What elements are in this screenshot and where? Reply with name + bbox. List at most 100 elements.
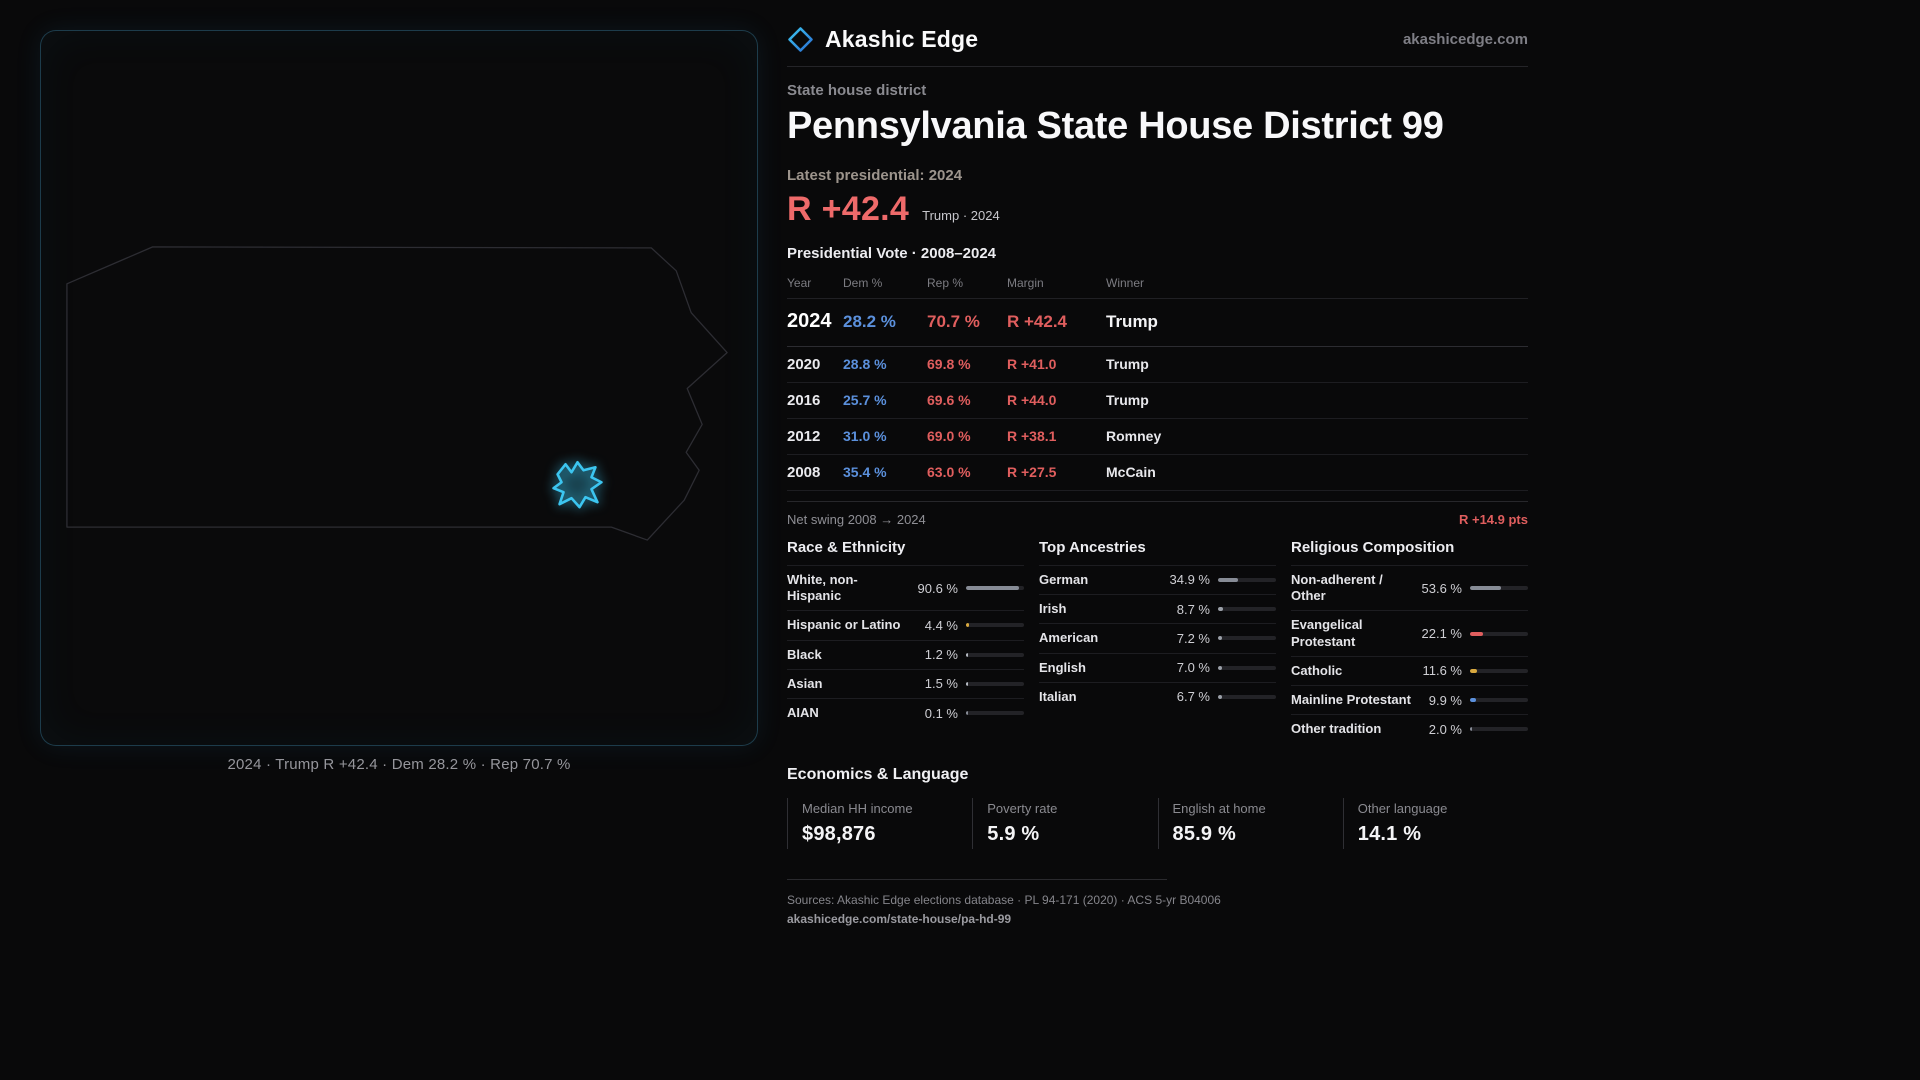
headline-margin-value: R +42.4 — [787, 189, 910, 228]
brand-header: Akashic Edge akashicedge.com — [787, 26, 1528, 53]
cell-winner: Trump — [1106, 311, 1158, 331]
item-bar-fill — [966, 711, 968, 716]
cell-winner: Trump — [1106, 355, 1149, 372]
cell-dem: 28.8 % — [843, 355, 887, 372]
stat-value: 14.1 % — [1357, 822, 1422, 845]
brand-domain-link[interactable]: akashicedge.com — [1402, 31, 1528, 48]
footer-divider — [787, 878, 1167, 880]
net-swing-value: R +14.9 pts — [1458, 511, 1528, 527]
item-bar-track — [966, 623, 1024, 628]
table-row: 2024 28.2 % 70.7 % R +42.4 Trump — [787, 299, 1528, 347]
kicker-label: State house district — [787, 82, 927, 99]
column-header: Rep % — [927, 275, 964, 290]
stat-block: Other language 14.1 % — [1342, 797, 1528, 849]
item-value: 2.0 % — [1428, 721, 1462, 737]
headline-margin-row: R +42.4 Trump · 2024 — [787, 190, 1528, 229]
column-header: Margin — [1007, 275, 1044, 290]
item-bar-fill — [966, 681, 968, 686]
list-item: Evangelical Protestant 22.1 % — [1291, 610, 1528, 656]
list-item: Asian 1.5 % — [787, 668, 1024, 698]
map-caption: 2024 · Trump R +42.4 · Dem 28.2 % · Rep … — [227, 756, 571, 773]
stat-value: 5.9 % — [987, 822, 1040, 845]
item-bar-fill — [1470, 727, 1472, 732]
item-label: Other tradition — [1291, 721, 1382, 737]
item-value: 9.9 % — [1428, 692, 1462, 708]
item-bar-track — [1218, 607, 1276, 612]
cell-rep: 70.7 % — [927, 311, 980, 331]
stat-label: Median HH income — [802, 800, 913, 816]
stat-value: 85.9 % — [1172, 822, 1236, 845]
item-label: English — [1039, 659, 1086, 675]
cell-dem: 31.0 % — [843, 427, 887, 444]
stat-label: Poverty rate — [987, 800, 1058, 816]
item-value: 34.9 % — [1169, 572, 1210, 588]
item-value: 1.2 % — [924, 647, 958, 663]
list-item: AIAN 0.1 % — [787, 698, 1024, 727]
cell-dem: 25.7 % — [843, 391, 887, 408]
list-item: Black 1.2 % — [787, 639, 1024, 669]
column-header: Dem % — [843, 275, 883, 290]
net-swing-label: Net swing 2008 → 2024 — [787, 511, 926, 527]
section-title: Race & Ethnicity — [787, 538, 906, 556]
item-bar-track — [1218, 577, 1276, 582]
item-bar-fill — [1218, 665, 1223, 670]
table-row: 2012 31.0 % 69.0 % R +38.1 Romney — [787, 419, 1528, 455]
item-value: 6.7 % — [1176, 689, 1210, 705]
vote-table: Year Dem % Rep % Margin Winner 2024 28.2… — [787, 270, 1528, 491]
item-bar-track — [1470, 698, 1528, 703]
item-bar-fill — [1470, 698, 1476, 703]
cell-year: 2016 — [787, 391, 821, 409]
item-label: Catholic — [1291, 662, 1343, 678]
stat-block: Median HH income $98,876 — [787, 797, 972, 849]
item-bar-fill — [1218, 607, 1224, 612]
table-row: 2020 28.8 % 69.8 % R +41.0 Trump — [787, 347, 1528, 383]
stat-label: English at home — [1172, 800, 1266, 816]
list-item: Mainline Protestant 9.9 % — [1291, 685, 1528, 714]
list-item: Irish 8.7 % — [1039, 594, 1276, 623]
item-bar-track — [1218, 665, 1276, 670]
item-bar-track — [966, 586, 1024, 591]
item-label: Non-adherent / Other — [1291, 571, 1383, 604]
stat-block: Poverty rate 5.9 % — [972, 797, 1157, 849]
item-bar-fill — [966, 586, 1019, 591]
cell-dem: 35.4 % — [843, 463, 887, 480]
item-label: Irish — [1039, 601, 1067, 617]
cell-dem: 28.2 % — [843, 311, 896, 331]
list-item: Catholic 11.6 % — [1291, 655, 1528, 685]
section-title: Religious Composition — [1291, 538, 1455, 556]
list-item: English 7.0 % — [1039, 652, 1276, 682]
brand-logo-diamond-icon — [788, 27, 813, 52]
column-header: Year — [787, 275, 812, 290]
item-label: Mainline Protestant — [1291, 692, 1411, 708]
cell-rep: 69.8 % — [927, 355, 971, 372]
item-bar-track — [1470, 727, 1528, 732]
item-label: American — [1039, 630, 1099, 646]
item-value: 8.7 % — [1176, 601, 1210, 617]
stat-value: $98,876 — [802, 822, 876, 845]
item-bar-track — [1218, 694, 1276, 699]
header-divider — [787, 66, 1528, 67]
district-99-highlight[interactable] — [552, 460, 603, 509]
list-item: Italian 6.7 % — [1039, 681, 1276, 711]
cell-margin: R +44.0 — [1007, 391, 1057, 408]
vote-table-title: Presidential Vote · 2008–2024 — [787, 244, 997, 262]
cell-rep: 63.0 % — [927, 463, 971, 480]
map-panel — [40, 30, 758, 746]
cell-margin: R +27.5 — [1007, 463, 1057, 480]
column-header: Winner — [1106, 275, 1145, 290]
list-item: German 34.9 % — [1039, 564, 1276, 594]
item-label: German — [1039, 571, 1089, 587]
item-label: AIAN — [787, 705, 819, 721]
stat-label: Other language — [1357, 800, 1448, 816]
item-label: White, non-Hispanic — [787, 571, 858, 604]
table-row: 2016 25.7 % 69.6 % R +44.0 Trump — [787, 383, 1528, 419]
race-ethnicity-section: Race & Ethnicity White, non-Hispanic 90.… — [787, 539, 1024, 744]
list-item: Hispanic or Latino 4.4 % — [787, 610, 1024, 639]
stat-block: English at home 85.9 % — [1157, 797, 1343, 849]
economics-stats-row: Median HH income $98,876 Poverty rate 5.… — [787, 797, 1528, 849]
cell-rep: 69.0 % — [927, 427, 971, 444]
list-item: White, non-Hispanic 90.6 % — [787, 564, 1024, 611]
top-ancestries-section: Top Ancestries German 34.9 % Iri — [1039, 539, 1276, 744]
footer-permalink[interactable]: akashicedge.com/state-house/pa-hd-99 — [787, 911, 1012, 926]
item-value: 7.2 % — [1176, 630, 1210, 646]
